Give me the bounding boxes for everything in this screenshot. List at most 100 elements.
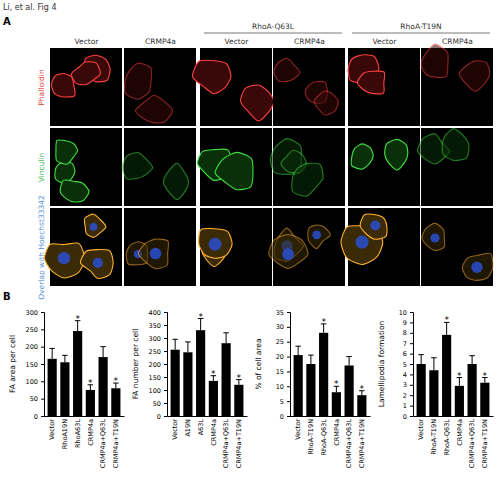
tick: A63L	[197, 419, 205, 436]
tick-label: 0	[403, 413, 407, 421]
error-cap	[308, 355, 314, 356]
tick: 5	[403, 361, 413, 369]
tick-label: A19N	[184, 419, 192, 437]
tick-mark	[41, 399, 44, 400]
significance: *	[360, 384, 365, 394]
significance: *	[483, 371, 488, 381]
y-axis-title: Lamellipodia formation	[377, 320, 386, 407]
tick: CRMP4a+Q63L	[345, 419, 353, 469]
bar-chart: ***012345678910VectorRhoA-T19NRhoA-Q63LC…	[377, 309, 494, 469]
tick-label: CRMP4a+Q63L	[222, 419, 230, 469]
row-label: Vinculin	[37, 152, 46, 182]
bar-chart: ***050100150200250300350400VectorA19NA63…	[131, 309, 248, 469]
row-label: Phalloidin	[37, 69, 46, 106]
tick-mark	[410, 406, 413, 407]
micrograph	[50, 128, 122, 206]
bar	[86, 390, 95, 416]
tick-label: 0	[157, 413, 161, 421]
tick-label: 50	[30, 395, 38, 403]
axis-line	[168, 416, 248, 417]
tick-mark	[164, 312, 167, 313]
tick-mark	[410, 312, 413, 313]
error-bar	[49, 348, 55, 358]
tick: 6	[403, 350, 413, 358]
tick-mark	[287, 327, 290, 328]
cell-shape	[84, 214, 105, 237]
tick-label: 400	[149, 309, 161, 317]
cell-shape	[241, 85, 274, 121]
tick-mark	[41, 364, 44, 365]
bar	[306, 364, 315, 416]
plot-area	[48, 321, 121, 416]
tick-label: 30	[276, 323, 284, 331]
nucleus	[471, 262, 482, 273]
tick-label: CRMP4a+T19N	[481, 419, 489, 468]
tick: CRMP4a+Q63L	[222, 419, 230, 469]
bar	[468, 364, 477, 416]
tick: 100	[26, 378, 44, 386]
tick-label: 4	[403, 371, 407, 379]
error-stem	[52, 348, 53, 358]
tick-label: CRMP4a	[210, 419, 218, 446]
tick-mark	[164, 377, 167, 378]
error-stem	[472, 356, 473, 364]
error-stem	[310, 355, 311, 364]
error-cap	[185, 341, 191, 342]
tick-mark	[164, 338, 167, 339]
error-bar	[346, 357, 352, 366]
tick: 2	[403, 392, 413, 400]
tick: Vector	[417, 419, 425, 440]
cell-shape	[125, 63, 152, 99]
bar-chart: ***05101520253035VectorRhoA-T19NRhoA-Q63…	[254, 309, 371, 469]
cell-shape	[122, 152, 153, 179]
tick: 50	[30, 395, 44, 403]
cell-shape	[192, 60, 230, 93]
tick-label: Vector	[48, 419, 56, 440]
y-axis-title: % of cell area	[254, 338, 263, 389]
tick: 0	[157, 413, 167, 421]
tick-mark	[41, 329, 44, 330]
axis-line	[164, 313, 168, 417]
error-stem	[64, 355, 65, 362]
tick: CRMP4a+Q63L	[468, 419, 476, 469]
row-label: Overlap with Hoechst33342	[37, 195, 46, 300]
tick: 0	[403, 413, 413, 421]
tick-label: 3	[403, 381, 407, 389]
group-header: RhoA-Q63L	[252, 22, 295, 31]
tick-label: 300	[149, 335, 161, 343]
tick: RhoA-Q63L	[320, 419, 328, 456]
cell-shape	[60, 180, 89, 202]
panel-label: B	[3, 291, 11, 302]
cell-shape	[163, 163, 188, 199]
tick-label: CRMP4a	[456, 419, 464, 446]
error-cap	[223, 332, 229, 333]
tick: A19N	[184, 419, 192, 437]
micrograph	[50, 48, 122, 126]
tick: CRMP4a	[87, 419, 95, 446]
tick-mark	[41, 347, 44, 348]
column-header: Vector	[225, 37, 250, 46]
error-stem	[349, 357, 350, 366]
error-cap	[469, 355, 475, 356]
bar	[111, 388, 120, 416]
tick: 25	[276, 338, 290, 346]
tick: RhoA-T19N	[430, 419, 438, 455]
cell-shape	[357, 71, 384, 94]
tick-mark	[410, 416, 413, 417]
tick-label: Vector	[417, 419, 425, 440]
error-bar	[62, 355, 68, 362]
bar	[480, 383, 489, 416]
tick: RhoA63L	[74, 419, 82, 448]
tick-mark	[164, 325, 167, 326]
error-stem	[187, 342, 188, 352]
tick-mark	[287, 416, 290, 417]
nucleus	[282, 248, 294, 260]
bar	[294, 355, 303, 416]
tick-label: CRMP4a+T19N	[112, 419, 120, 468]
cell-shape	[71, 62, 100, 85]
significance: *	[88, 378, 93, 388]
tick: RhoA19N	[61, 419, 69, 449]
significance: *	[334, 379, 339, 389]
micrograph	[124, 48, 196, 126]
tick-label: 150	[26, 361, 38, 369]
